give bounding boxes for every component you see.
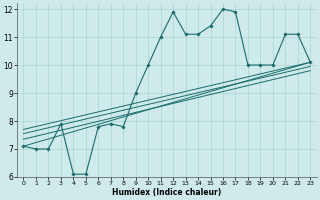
X-axis label: Humidex (Indice chaleur): Humidex (Indice chaleur) — [112, 188, 221, 197]
